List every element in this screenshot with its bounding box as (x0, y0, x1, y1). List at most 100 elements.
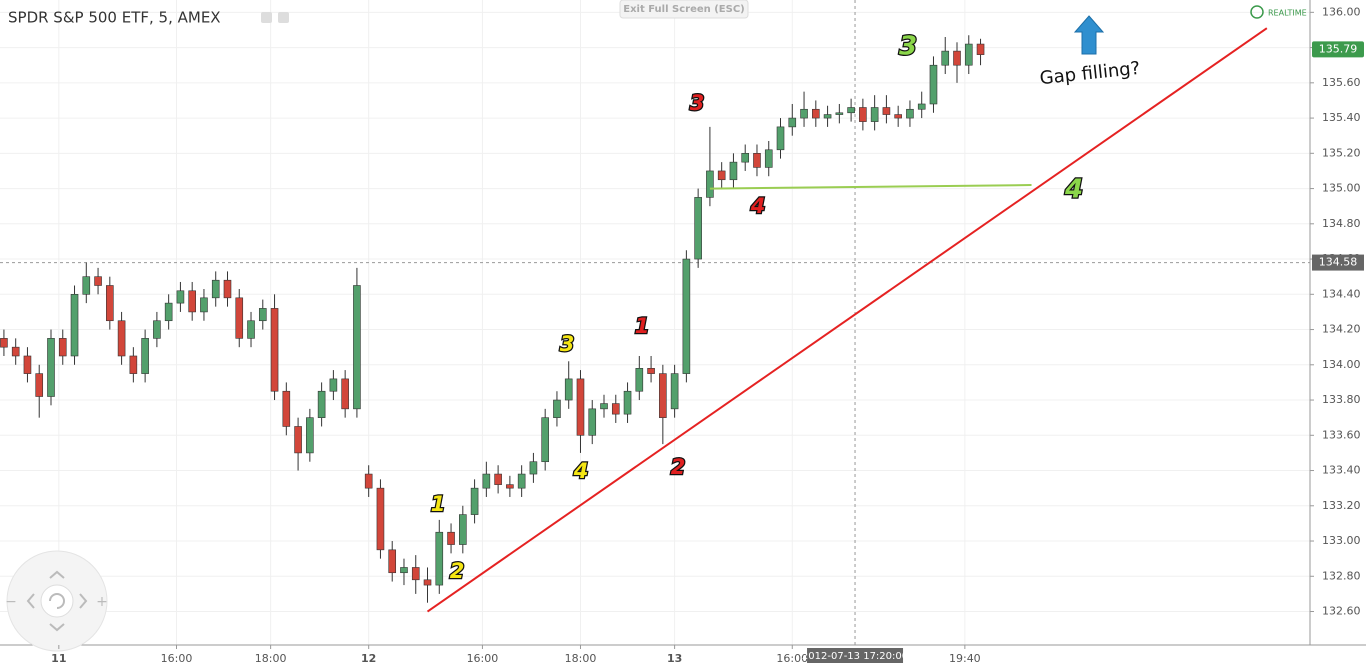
candle-body (764, 149, 773, 168)
candle-body (423, 579, 432, 586)
candle-body (200, 297, 208, 313)
annotation-number: 3 (560, 332, 575, 356)
candle-body (117, 320, 126, 357)
y-tick-label: 134.40 (1322, 287, 1361, 300)
candle-body (470, 487, 479, 515)
annotation-number: 3 (899, 32, 917, 62)
candle-body (164, 302, 173, 322)
candle-body (270, 308, 279, 392)
candle-body (35, 373, 44, 397)
candle-body (659, 373, 667, 418)
y-tick-label: 136.00 (1322, 5, 1361, 18)
y-tick-label: 134.80 (1322, 217, 1361, 230)
level-line (709, 184, 1032, 190)
candle-body (94, 276, 102, 286)
candle-body (376, 487, 385, 551)
x-tick-label: 12 (361, 652, 376, 665)
candle-body (129, 355, 138, 374)
x-tick-label: 16:00 (161, 652, 193, 665)
candle-body (153, 320, 161, 339)
candle-body (929, 64, 938, 105)
candle-body (70, 294, 79, 357)
candle-body (400, 567, 408, 574)
candle-body (917, 103, 926, 110)
candle-body (647, 368, 655, 374)
candle-body (741, 153, 750, 163)
candle-body (211, 279, 220, 299)
candle-body (329, 378, 338, 392)
candle-body (282, 390, 291, 427)
crosshair-time-label: 2012-07-13 17:20:00 (802, 651, 908, 662)
candle-body (635, 368, 644, 392)
candle-body (294, 426, 302, 454)
y-tick-label: 132.80 (1322, 569, 1361, 582)
candle-body (317, 390, 326, 418)
realtime-label: REALTIME (1268, 9, 1307, 18)
candle-body (788, 117, 797, 128)
annotation-number: 2 (671, 455, 686, 479)
x-tick-label: 16:00 (776, 652, 808, 665)
candle-body (106, 285, 114, 322)
candle-body (694, 197, 702, 260)
candle-body (482, 473, 491, 489)
candle-body (729, 161, 738, 181)
candle-body (776, 126, 785, 151)
candle-body (447, 531, 455, 545)
annotation-number: 3 (690, 91, 705, 115)
candle-body (353, 285, 361, 410)
annotation-number: 1 (635, 314, 650, 338)
candle-body (235, 297, 244, 339)
navigation-widget[interactable]: − + (5, 550, 108, 652)
candle-body (223, 279, 232, 299)
candle-body (835, 112, 844, 115)
candle-body (82, 276, 91, 295)
candle-body (588, 408, 597, 436)
crosshair-time-tag (807, 648, 904, 663)
candle-body (611, 403, 620, 415)
annotation-number: 4 (1064, 175, 1083, 205)
candle-body (506, 484, 514, 489)
candle-body (141, 338, 149, 374)
candle-body (435, 531, 444, 586)
candle-body (306, 417, 314, 454)
candle-body (823, 114, 832, 119)
y-tick-label: 134.00 (1322, 358, 1361, 371)
candle-body (859, 107, 867, 122)
candle-body (11, 346, 20, 357)
candle-body (541, 417, 549, 463)
candle-body (247, 320, 255, 339)
annotation-number: 4 (573, 459, 589, 483)
grid (0, 0, 1310, 645)
annotation-number: 1 (431, 492, 446, 516)
candle-body (23, 355, 32, 374)
candle-body (600, 403, 608, 410)
chart-title: SPDR S&P 500 ETF, 5, AMEX (8, 9, 221, 27)
svg-text:−: − (5, 594, 17, 610)
candle-body (894, 114, 902, 119)
candle-body (753, 153, 761, 168)
candle-body (870, 107, 879, 122)
candle-body (58, 338, 67, 357)
x-tick-label: 19:40 (949, 652, 981, 665)
candle-body (576, 378, 585, 436)
y-tick-label: 133.60 (1322, 428, 1361, 441)
candle-body (364, 473, 373, 489)
last-price-tag (1312, 41, 1364, 58)
y-tick-label: 133.40 (1322, 464, 1361, 477)
crosshair-price-label: 134.58 (1319, 256, 1358, 269)
candle-body (411, 567, 420, 581)
exit-fullscreen-button[interactable] (619, 0, 749, 19)
annotation-number: 4 (750, 194, 766, 218)
trend-line (426, 27, 1268, 613)
title-icons[interactable] (261, 12, 289, 23)
blue-arrow (1073, 15, 1105, 55)
candle-body (47, 338, 55, 397)
candle-body (564, 378, 573, 401)
candle-body (529, 461, 538, 475)
candle-body (941, 50, 950, 66)
y-tick-label: 133.80 (1322, 393, 1361, 406)
candle-body (517, 473, 526, 489)
candle-body (882, 107, 891, 115)
candle-body (847, 107, 855, 114)
